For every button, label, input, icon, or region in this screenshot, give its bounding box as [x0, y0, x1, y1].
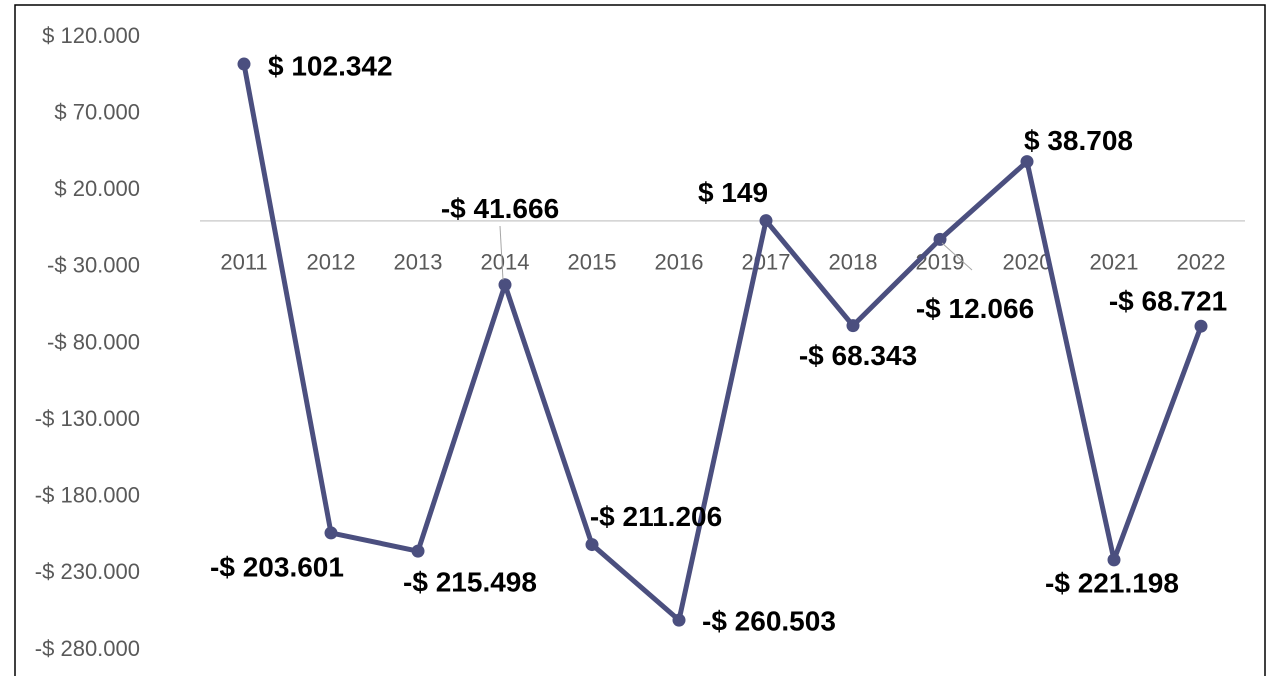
marker	[933, 232, 947, 246]
x-tick-label: 2014	[481, 250, 530, 275]
marker	[672, 613, 686, 627]
data-label: -$ 221.198	[1045, 567, 1179, 598]
marker	[324, 526, 338, 540]
marker	[237, 57, 251, 71]
marker	[585, 538, 599, 552]
x-tick-label: 2011	[220, 250, 267, 275]
x-tick-label: 2013	[394, 250, 443, 275]
marker	[1020, 155, 1034, 169]
x-tick-label: 2018	[829, 250, 878, 275]
y-tick-label: -$ 30.000	[47, 253, 140, 278]
y-tick-label: $ 70.000	[54, 99, 140, 124]
y-tick-label: $ 120.000	[42, 23, 140, 48]
marker	[411, 544, 425, 558]
marker	[1107, 553, 1121, 567]
marker	[498, 278, 512, 292]
y-tick-label: -$ 280.000	[35, 636, 140, 661]
marker	[1194, 319, 1208, 333]
y-tick-label: -$ 130.000	[35, 406, 140, 431]
data-label: -$ 260.503	[702, 606, 836, 637]
data-label: -$ 68.343	[799, 340, 917, 371]
marker	[759, 214, 773, 228]
data-label: -$ 41.666	[441, 193, 559, 224]
leader-line	[499, 225, 504, 281]
x-tick-label: 2020	[1003, 250, 1052, 275]
data-label: $ 149	[698, 177, 768, 208]
data-label: $ 38.708	[1024, 125, 1133, 156]
data-label: -$ 203.601	[210, 551, 344, 582]
x-tick-label: 2015	[568, 250, 617, 275]
x-tick-label: 2021	[1090, 250, 1139, 275]
marker	[846, 319, 860, 333]
leader-line	[941, 242, 973, 271]
y-tick-label: -$ 180.000	[35, 483, 140, 508]
x-tick-label: 2016	[655, 250, 704, 275]
data-label: -$ 12.066	[916, 293, 1034, 324]
data-label: $ 102.342	[268, 50, 393, 81]
y-tick-label: $ 20.000	[54, 176, 140, 201]
chart-border	[14, 4, 1266, 676]
y-tick-label: -$ 80.000	[47, 329, 140, 354]
data-label: -$ 215.498	[403, 567, 537, 598]
y-tick-label: -$ 230.000	[35, 559, 140, 584]
data-label: -$ 211.206	[590, 501, 722, 532]
data-label: -$ 68.721	[1109, 286, 1227, 317]
x-tick-label: 2022	[1177, 250, 1226, 275]
line	[241, 63, 1204, 623]
x-tick-label: 2017	[742, 250, 791, 275]
x-tick-label: 2012	[307, 250, 356, 275]
